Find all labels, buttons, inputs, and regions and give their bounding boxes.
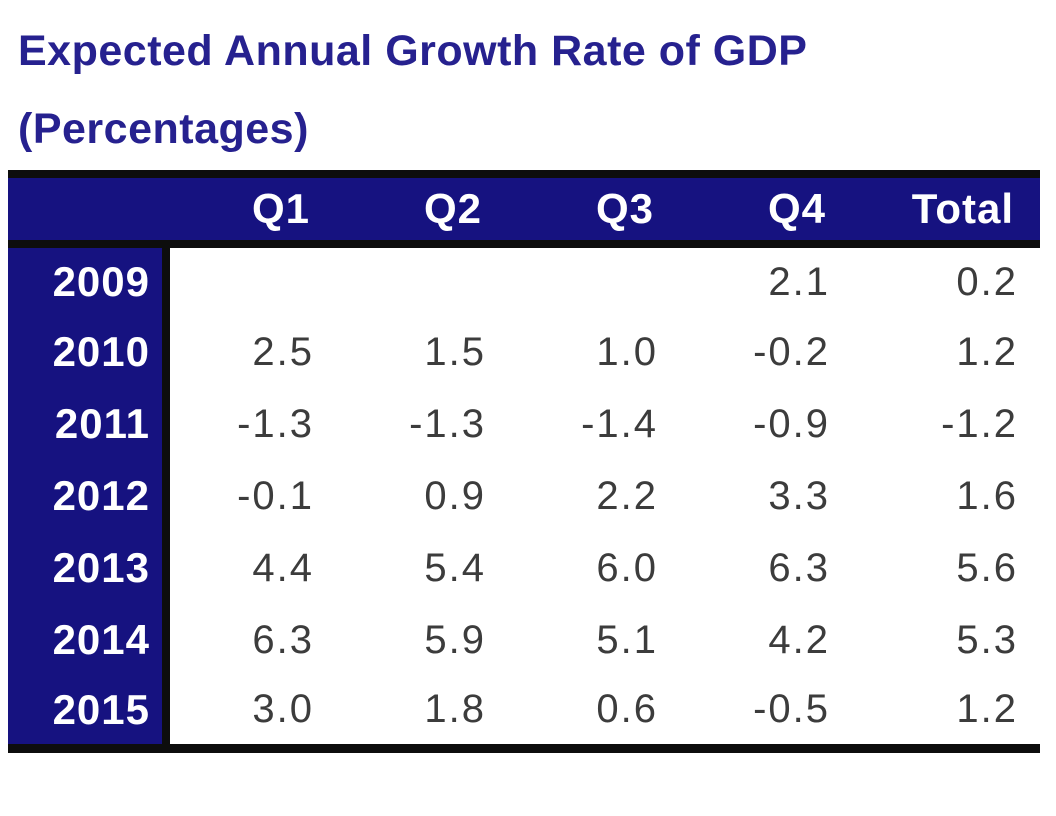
page-title: Expected Annual Growth Rate of GDP (Perc… bbox=[0, 0, 1056, 170]
year-cell: 2012 bbox=[8, 460, 170, 532]
column-header-q4: Q4 bbox=[680, 174, 852, 248]
value-cell: 1.8 bbox=[336, 676, 508, 748]
value-cell: 3.0 bbox=[166, 676, 336, 748]
year-cell: 2010 bbox=[8, 316, 170, 388]
value-cell: -1.3 bbox=[166, 388, 336, 460]
value-cell: -0.9 bbox=[680, 388, 852, 460]
value-cell bbox=[166, 244, 336, 316]
value-cell: -1.3 bbox=[336, 388, 508, 460]
page-title-line1: Expected Annual Growth Rate of GDP bbox=[18, 27, 808, 75]
value-cell: 0.6 bbox=[508, 676, 680, 748]
year-cell: 2013 bbox=[8, 532, 170, 604]
value-cell: 6.3 bbox=[166, 604, 336, 676]
table-row: 2014 6.3 5.9 5.1 4.2 5.3 bbox=[8, 604, 1040, 676]
table-row: 2011 -1.3 -1.3 -1.4 -0.9 -1.2 bbox=[8, 388, 1040, 460]
value-cell: 6.0 bbox=[508, 532, 680, 604]
value-cell: 1.2 bbox=[852, 676, 1040, 748]
value-cell: 1.2 bbox=[852, 316, 1040, 388]
column-header-q1: Q1 bbox=[166, 174, 336, 248]
value-cell: 6.3 bbox=[680, 532, 852, 604]
value-cell: 0.9 bbox=[336, 460, 508, 532]
value-cell: 5.1 bbox=[508, 604, 680, 676]
value-cell: 5.4 bbox=[336, 532, 508, 604]
header-row: Q1 Q2 Q3 Q4 Total bbox=[8, 174, 1040, 248]
year-cell: 2009 bbox=[8, 244, 170, 316]
column-header-q2: Q2 bbox=[336, 174, 508, 248]
value-cell: -0.1 bbox=[166, 460, 336, 532]
value-cell: 5.3 bbox=[852, 604, 1040, 676]
value-cell: 2.5 bbox=[166, 316, 336, 388]
value-cell bbox=[508, 244, 680, 316]
value-cell: 0.2 bbox=[852, 244, 1040, 316]
column-header-total: Total bbox=[852, 174, 1040, 248]
corner-cell bbox=[8, 174, 166, 248]
gdp-growth-table: Q1 Q2 Q3 Q4 Total 2009 2.1 0.2 2010 2.5 … bbox=[8, 170, 1040, 753]
table-row: 2015 3.0 1.8 0.6 -0.5 1.2 bbox=[8, 676, 1040, 748]
page-title-line2: (Percentages) bbox=[18, 105, 309, 153]
value-cell: 2.1 bbox=[680, 244, 852, 316]
value-cell: 1.0 bbox=[508, 316, 680, 388]
year-cell: 2011 bbox=[8, 388, 170, 460]
value-cell: 4.2 bbox=[680, 604, 852, 676]
value-cell: 1.5 bbox=[336, 316, 508, 388]
value-cell: 4.4 bbox=[166, 532, 336, 604]
value-cell: -1.2 bbox=[852, 388, 1040, 460]
value-cell: 5.6 bbox=[852, 532, 1040, 604]
year-cell: 2014 bbox=[8, 604, 170, 676]
year-cell: 2015 bbox=[8, 676, 170, 748]
value-cell bbox=[336, 244, 508, 316]
value-cell: -0.5 bbox=[680, 676, 852, 748]
value-cell: 3.3 bbox=[680, 460, 852, 532]
value-cell: -1.4 bbox=[508, 388, 680, 460]
table-row: 2012 -0.1 0.9 2.2 3.3 1.6 bbox=[8, 460, 1040, 532]
value-cell: 1.6 bbox=[852, 460, 1040, 532]
table-row: 2010 2.5 1.5 1.0 -0.2 1.2 bbox=[8, 316, 1040, 388]
column-header-q3: Q3 bbox=[508, 174, 680, 248]
value-cell: -0.2 bbox=[680, 316, 852, 388]
table-row: 2009 2.1 0.2 bbox=[8, 244, 1040, 316]
value-cell: 5.9 bbox=[336, 604, 508, 676]
value-cell: 2.2 bbox=[508, 460, 680, 532]
table-row: 2013 4.4 5.4 6.0 6.3 5.6 bbox=[8, 532, 1040, 604]
